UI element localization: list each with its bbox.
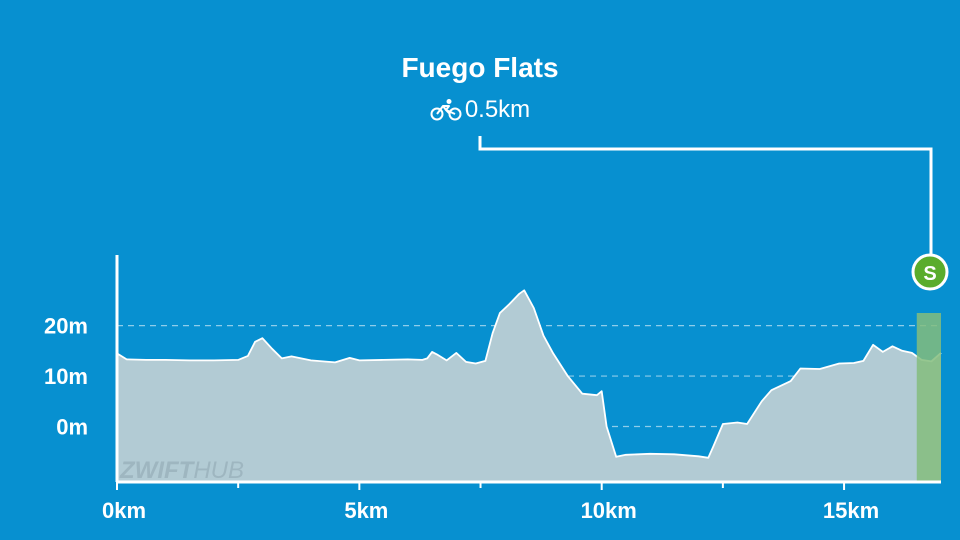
callout-leader-line [478,136,933,255]
segment-title: Fuego Flats [401,52,559,83]
svg-text:ZWIFTHUB: ZWIFTHUB [119,457,244,484]
y-tick-label: 10m [44,364,88,389]
marker-circle [911,253,949,291]
y-tick-label: 20m [44,314,88,339]
elevation-line [116,289,942,459]
elevation-area [117,290,941,482]
watermark-left: ZWIFT [119,457,196,484]
y-tick-label: 0m [56,415,88,440]
segment-subtitle: 0.5km [380,96,580,124]
x-tick-label: 5km [344,498,388,523]
tick-labels: 0m 10m 20m 0km 5km 10km 15km [44,314,879,523]
segment-highlight [916,313,941,482]
bike-icon [430,99,462,121]
marker-label: S [923,263,936,285]
segment-distance: 0.5km [464,96,531,123]
segment-start-marker[interactable]: S [911,253,949,291]
x-tick-label: 0km [102,498,146,523]
watermark-right: HUB [193,457,244,484]
x-tick-label: 15km [823,498,879,523]
x-tick-label: 10km [581,498,637,523]
axes [115,255,941,484]
watermark: ZWIFTHUB [119,457,244,484]
